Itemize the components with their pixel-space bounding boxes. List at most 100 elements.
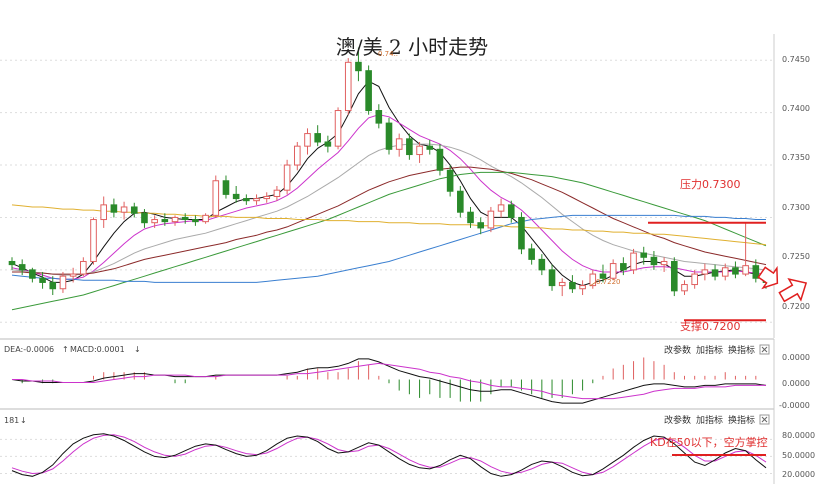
candle [192,215,199,226]
macd-switch-indicator-button[interactable]: 换指标 [728,344,755,356]
kd-tick-0: 80.0000 [782,431,815,440]
candle [742,222,749,277]
macd-add-indicator-button[interactable]: 加指标 [696,344,723,356]
macd-dea-line [12,362,766,400]
candle-body [39,277,46,283]
candle-body [385,122,393,150]
candle-body [487,210,495,229]
ma-line-3 [12,166,767,275]
macd-value-label: MACD:0.0001 [70,345,125,354]
candle [589,269,597,289]
candle [212,175,220,218]
price-tick-4: 0.7250 [782,252,810,261]
macd-close-icon[interactable] [759,344,770,355]
candle [701,263,709,281]
candle [436,144,444,176]
candle-body [477,222,485,229]
candle [497,198,505,218]
candle-body [507,204,515,218]
low-marker [589,281,597,287]
candle [49,276,57,296]
candle [141,209,148,228]
candle [243,194,250,205]
candle [263,192,271,203]
kd-panel-label: 181 [4,416,19,425]
candle [467,206,474,228]
candle-body [599,273,607,279]
candle-body [518,216,525,250]
candle-body [569,281,576,290]
candle [548,264,556,291]
candle-body [660,260,668,266]
candle [681,280,688,296]
candle-body [721,267,729,277]
candle-body [293,145,301,166]
candle-body [548,269,556,287]
candle [181,213,189,224]
candle-body [711,269,719,277]
candle-body [243,198,250,202]
macd-change-params-button[interactable]: 改参数 [664,344,691,356]
candle [518,212,525,255]
candle-body [324,141,332,147]
candle-body [589,273,597,287]
candle [538,254,546,276]
ma-line-1 [11,114,767,280]
candle-body [222,180,230,195]
peak-label: 0.74.. [378,50,398,58]
candle [161,213,169,226]
candle [283,159,291,195]
candle [507,200,515,223]
candle-body [609,263,617,279]
candle-body [90,219,97,262]
candle [293,141,301,171]
candle [487,206,495,233]
kd-annotation: KD在50以下，空方掌控 [650,435,768,449]
candle-body [681,284,688,292]
kd-d-line [11,434,767,476]
candle-body [691,273,698,286]
candle-body [640,252,648,258]
candle-body [620,263,627,271]
candle [569,275,576,293]
macd-down-arrow-icon: ↓ [134,345,141,354]
kd-change-params-button[interactable]: 改参数 [664,414,691,426]
candle [426,139,434,155]
macd-up-arrow-icon: ↑ [62,345,69,354]
candle [120,201,128,220]
candle-body [273,189,281,197]
candle [599,264,607,283]
candle-body [130,206,138,214]
candle-body [100,204,108,221]
candle-body [650,256,658,266]
macd-tick-0: 0.0000 [782,353,810,362]
candle-body [426,145,434,150]
candle [721,263,729,281]
candle [130,202,138,218]
kd-close-icon[interactable] [759,414,770,425]
ma-line-5 [11,214,766,283]
candle-body [69,273,77,277]
candle-body [579,285,586,290]
candle [446,165,454,197]
candle [406,133,413,160]
candle [273,186,281,201]
candle [650,250,658,270]
candle-body [742,265,749,275]
candle-body [467,211,474,224]
candle [80,257,87,277]
candle [29,267,36,283]
kd-add-indicator-button[interactable]: 加指标 [696,414,723,426]
ma-line-4 [11,171,767,311]
candle-body [110,204,118,213]
candle [18,259,26,276]
candle [558,278,566,297]
candle [660,257,668,272]
candle-body [416,145,423,156]
candle-body [436,148,444,171]
candle [395,133,403,157]
candle [630,248,637,275]
candle-body [334,110,342,147]
kd-switch-indicator-button[interactable]: 换指标 [728,414,755,426]
